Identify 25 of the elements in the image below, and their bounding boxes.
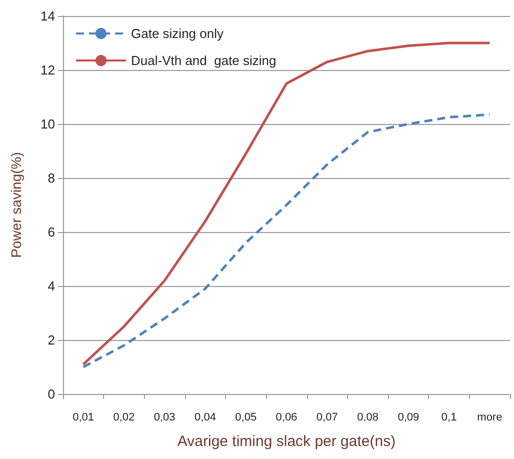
x-tick-label: 0,04 bbox=[194, 412, 216, 424]
x-tick-label: 0,09 bbox=[398, 412, 420, 424]
y-tick-label: 4 bbox=[48, 278, 55, 294]
line-series bbox=[82, 42, 491, 366]
y-tick-label: 8 bbox=[48, 170, 55, 186]
y-tick-label: 2 bbox=[48, 332, 55, 348]
x-tick-label: 0,07 bbox=[316, 412, 338, 424]
y-tick-label: 6 bbox=[48, 224, 55, 240]
legend-label: Gate sizing only bbox=[131, 26, 224, 41]
x-tick-label: 0,03 bbox=[154, 412, 176, 424]
x-tick-label: 0,05 bbox=[235, 412, 257, 424]
x-tick-label: 0,01 bbox=[72, 412, 94, 424]
y-axis-title: Power saving(%) bbox=[8, 152, 24, 258]
y-tick-label: 0 bbox=[48, 386, 55, 402]
x-tick-label: 0,08 bbox=[357, 412, 378, 424]
y-tick-label: 10 bbox=[40, 116, 55, 132]
x-tick-label: more bbox=[477, 412, 502, 424]
y-tick-label: 14 bbox=[40, 8, 55, 24]
y-tick-label: 12 bbox=[40, 62, 55, 78]
x-axis-title: Avarige timing slack per gate(ns) bbox=[177, 433, 396, 450]
x-tick-label: 0,02 bbox=[113, 412, 135, 424]
x-tick-label: 0,1 bbox=[441, 412, 457, 424]
line-series bbox=[82, 113, 491, 368]
legend-label: Dual-Vth and gate sizing bbox=[131, 53, 276, 68]
x-tick-label: 0,06 bbox=[276, 412, 298, 424]
